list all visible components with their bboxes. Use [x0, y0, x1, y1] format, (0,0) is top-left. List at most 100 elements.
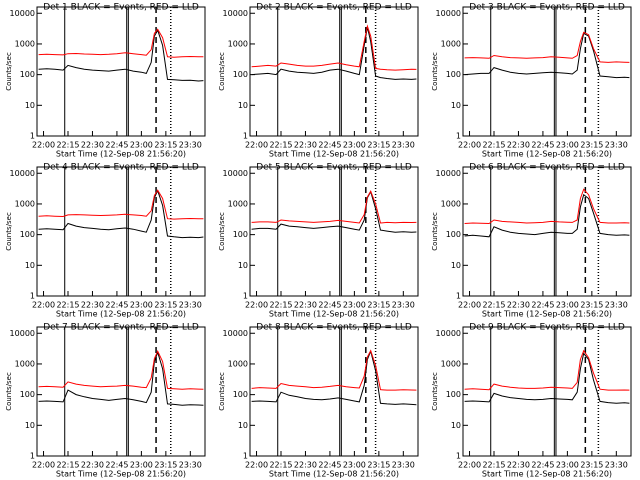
series-line	[251, 190, 417, 233]
series-line	[464, 193, 630, 238]
panel: 1 10 100 1000 10000 22:00 22:15 22:30 22:45 23:00…	[431, 163, 632, 319]
x-tick-label: 22:45	[105, 461, 128, 470]
y-tick-label: 10	[238, 421, 248, 430]
x-tick-label: 22:45	[318, 461, 341, 470]
panel: 1 10 100 1000 10000 22:00 22:15 22:30 22:45 23:00…	[5, 3, 206, 159]
x-axis-label: Start Time (12-Sep-08 21:56:20)	[56, 150, 186, 159]
x-tick-label: 23:00	[130, 301, 153, 310]
series-line	[38, 350, 204, 406]
x-tick-label: 22:45	[531, 461, 554, 470]
x-tick-label: 22:30	[294, 141, 317, 150]
plot-frame	[36, 326, 206, 457]
plot-frame	[462, 326, 632, 457]
y-tick-label: 10	[238, 101, 248, 110]
y-tick-label: 100	[233, 230, 248, 239]
y-tick-label: 1000	[441, 39, 461, 48]
x-tick-label: 23:15	[580, 461, 603, 470]
x-tick-label: 23:00	[130, 141, 153, 150]
x-tick-label: 22:30	[507, 141, 530, 150]
x-tick-label: 23:00	[130, 461, 153, 470]
y-tick-label: 1000	[441, 199, 461, 208]
panel-title: Det 4 BLACK = Events, RED = LLD	[43, 163, 199, 173]
y-axis-label: Counts/sec	[431, 212, 439, 251]
x-tick-label: 22:15	[56, 461, 79, 470]
y-tick-label: 1	[243, 132, 248, 141]
x-tick-label: 23:30	[605, 461, 628, 470]
x-tick-label: 22:00	[245, 461, 268, 470]
y-axis-label: Counts/sec	[218, 372, 226, 411]
x-tick-label: 23:15	[154, 141, 177, 150]
x-tick-label: 22:45	[105, 141, 128, 150]
y-tick-label: 1	[456, 132, 461, 141]
x-tick-label: 22:00	[245, 301, 268, 310]
y-axis-label: Counts/sec	[218, 212, 226, 251]
y-axis-label: Counts/sec	[431, 52, 439, 91]
x-tick-label: 22:30	[294, 461, 317, 470]
series-line	[251, 27, 417, 80]
x-axis-label: Start Time (12-Sep-08 21:56:20)	[56, 310, 186, 319]
panel-title: Det 7 BLACK = Events, RED = LLD	[43, 323, 199, 333]
x-axis-label: Start Time (12-Sep-08 21:56:20)	[482, 150, 612, 159]
x-tick-label: 23:30	[392, 461, 415, 470]
panel: 1 10 100 1000 10000 22:00 22:15 22:30 22:45 23:00…	[431, 323, 632, 479]
y-tick-label: 10	[451, 261, 461, 270]
x-tick-label: 22:00	[245, 141, 268, 150]
series-line	[38, 189, 204, 220]
x-tick-label: 22:00	[32, 461, 55, 470]
x-tick-label: 22:15	[482, 141, 505, 150]
plot-frame	[36, 166, 206, 297]
panel-title: Det 2 BLACK = Events, RED = LLD	[256, 3, 412, 13]
plot-frame	[249, 166, 419, 297]
x-tick-label: 23:15	[580, 301, 603, 310]
y-tick-label: 10	[238, 261, 248, 270]
x-axis-label: Start Time (12-Sep-08 21:56:20)	[269, 470, 399, 479]
x-tick-label: 23:00	[343, 141, 366, 150]
x-axis-label: Start Time (12-Sep-08 21:56:20)	[482, 470, 612, 479]
y-tick-label: 10000	[223, 169, 248, 178]
series-line	[251, 24, 417, 71]
panel-title: Det 6 BLACK = Events, RED = LLD	[469, 163, 625, 173]
x-tick-label: 22:15	[482, 301, 505, 310]
panel: 1 10 100 1000 10000 22:00 22:15 22:30 22:45 23:00…	[5, 163, 206, 319]
x-tick-label: 22:00	[32, 141, 55, 150]
panel: 1 10 100 1000 10000 22:00 22:15 22:30 22:45 23:00…	[218, 3, 419, 159]
series-line	[464, 31, 630, 63]
x-tick-label: 23:15	[580, 141, 603, 150]
x-axis-label: Start Time (12-Sep-08 21:56:20)	[56, 470, 186, 479]
x-tick-label: 22:30	[81, 461, 104, 470]
y-tick-label: 10000	[223, 329, 248, 338]
x-tick-label: 23:30	[605, 301, 628, 310]
y-tick-label: 10000	[436, 169, 461, 178]
x-tick-label: 22:45	[318, 141, 341, 150]
y-tick-label: 100	[446, 230, 461, 239]
x-tick-label: 23:30	[605, 141, 628, 150]
y-axis-label: Counts/sec	[5, 372, 13, 411]
x-tick-label: 22:30	[507, 461, 530, 470]
x-axis-label: Start Time (12-Sep-08 21:56:20)	[269, 150, 399, 159]
x-tick-label: 22:45	[531, 141, 554, 150]
plot-frame	[462, 166, 632, 297]
y-tick-label: 1	[456, 452, 461, 461]
x-tick-label: 22:45	[318, 301, 341, 310]
series-line	[464, 188, 630, 225]
y-axis-label: Counts/sec	[431, 372, 439, 411]
y-tick-label: 10	[451, 101, 461, 110]
y-tick-label: 1	[243, 292, 248, 301]
series-line	[38, 28, 204, 82]
x-tick-label: 22:30	[81, 301, 104, 310]
series-line	[251, 349, 417, 391]
x-tick-label: 23:15	[367, 141, 390, 150]
x-tick-label: 23:30	[179, 301, 202, 310]
x-tick-label: 22:15	[269, 301, 292, 310]
y-tick-label: 1000	[15, 199, 35, 208]
y-tick-label: 1000	[228, 39, 248, 48]
x-tick-label: 23:00	[556, 301, 579, 310]
y-tick-label: 10000	[436, 9, 461, 18]
panel: 1 10 100 1000 10000 22:00 22:15 22:30 22:45 23:00…	[431, 3, 632, 159]
x-tick-label: 23:00	[343, 461, 366, 470]
x-tick-label: 22:30	[81, 141, 104, 150]
y-tick-label: 10000	[436, 329, 461, 338]
x-tick-label: 22:00	[458, 461, 481, 470]
x-tick-label: 22:15	[482, 461, 505, 470]
y-tick-label: 1	[456, 292, 461, 301]
